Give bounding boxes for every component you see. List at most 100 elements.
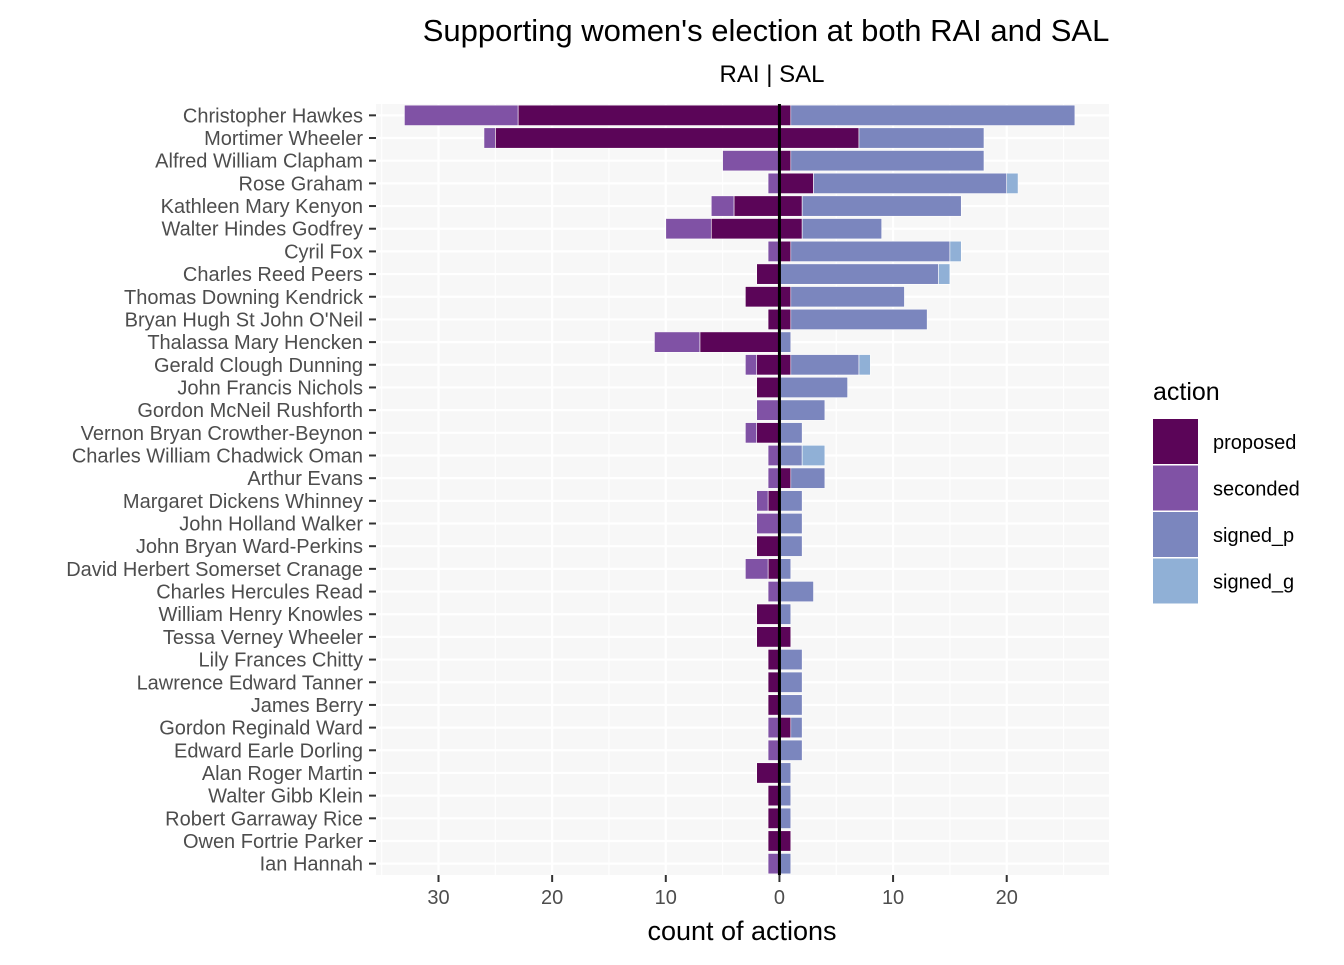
- x-tick-label: 10: [655, 887, 677, 909]
- bar-rai-seconded: [767, 172, 780, 194]
- bar-sal-signed_p: [801, 218, 883, 240]
- y-tick-label: Charles Reed Peers: [183, 264, 363, 286]
- y-tick-label: Gordon McNeil Rushforth: [137, 400, 363, 422]
- bar-rai-proposed: [517, 104, 780, 126]
- legend: action proposed seconded signed_p signed_g: [1153, 378, 1300, 604]
- bar-rai-proposed: [756, 263, 780, 285]
- chart-title: Supporting women's election at both RAI …: [423, 13, 1110, 48]
- bar-sal-proposed: [779, 172, 814, 194]
- y-tick-label: Christopher Hawkes: [183, 105, 363, 127]
- bar-sal-signed_p: [779, 376, 848, 398]
- legend-swatch-seconded: [1153, 465, 1198, 511]
- bar-rai-seconded: [745, 558, 769, 580]
- y-tick-label: Gerald Clough Dunning: [154, 355, 363, 377]
- bar-sal-proposed: [779, 354, 792, 376]
- y-tick-label: Alfred William Clapham: [155, 151, 363, 173]
- y-tick-label: Robert Garraway Rice: [165, 808, 363, 830]
- chart-subtitle: RAI | SAL: [720, 61, 825, 88]
- y-tick-label: Lily Frances Chitty: [199, 650, 364, 672]
- bar-rai-seconded: [745, 354, 758, 376]
- bar-sal-signed_p: [790, 354, 860, 376]
- bar-sal-signed_p: [779, 513, 803, 535]
- y-tick-label: Rose Graham: [239, 173, 364, 195]
- bar-rai-proposed: [756, 762, 780, 784]
- y-tick-label: Gordon Reginald Ward: [159, 718, 363, 740]
- bar-rai-seconded: [654, 331, 701, 353]
- y-tick-label: Vernon Bryan Crowther-Beynon: [81, 423, 363, 445]
- y-tick-label: Thalassa Mary Hencken: [147, 332, 363, 354]
- bar-sal-signed_p: [858, 127, 985, 149]
- bar-rai-seconded: [767, 853, 780, 875]
- bar-rai-seconded: [404, 104, 519, 126]
- bar-sal-proposed: [779, 830, 792, 852]
- bar-sal-signed_p: [813, 172, 1008, 194]
- y-tick-label: Charles Hercules Read: [156, 582, 363, 604]
- legend-label-proposed: proposed: [1213, 432, 1296, 454]
- bar-sal-signed_g: [1006, 172, 1019, 194]
- x-tick-label: 20: [996, 887, 1018, 909]
- bar-rai-proposed: [756, 354, 780, 376]
- bar-rai-seconded: [756, 513, 780, 535]
- y-tick-label: John Francis Nichols: [177, 377, 363, 399]
- y-tick-label: John Bryan Ward-Perkins: [136, 536, 363, 558]
- legend-label-signed_g: signed_g: [1213, 572, 1294, 594]
- bar-rai-proposed: [767, 830, 780, 852]
- bar-sal-signed_g: [858, 354, 871, 376]
- bar-sal-signed_p: [779, 694, 803, 716]
- y-tick-label: Charles William Chadwick Oman: [72, 445, 363, 467]
- bar-sal-signed_p: [779, 762, 792, 784]
- bar-rai-seconded: [710, 195, 735, 217]
- bar-rai-seconded: [767, 240, 780, 262]
- y-tick-label: Alan Roger Martin: [202, 763, 363, 785]
- bar-sal-signed_p: [779, 535, 803, 557]
- bar-rai-seconded: [767, 717, 780, 739]
- bar-rai-proposed: [710, 218, 780, 240]
- x-tick-label: 20: [541, 887, 563, 909]
- y-tick-label: Edward Earle Dorling: [174, 740, 363, 762]
- bar-sal-proposed: [779, 150, 792, 172]
- bar-rai-seconded: [767, 739, 780, 761]
- bar-sal-signed_p: [790, 240, 951, 262]
- bar-sal-signed_p: [790, 286, 905, 308]
- y-tick-label: Cyril Fox: [284, 241, 363, 263]
- bar-rai-proposed: [495, 127, 780, 149]
- legend-label-signed_p: signed_p: [1213, 525, 1294, 547]
- bar-sal-signed_p: [779, 399, 826, 421]
- legend-swatch-signed_p: [1153, 512, 1198, 557]
- bar-sal-proposed: [779, 308, 792, 330]
- bar-rai-seconded: [756, 490, 769, 512]
- bar-rai-proposed: [745, 286, 780, 308]
- bar-rai-proposed: [767, 308, 780, 330]
- bar-rai-proposed: [756, 603, 780, 625]
- bar-sal-signed_p: [779, 558, 792, 580]
- bar-sal-signed_p: [779, 649, 803, 671]
- legend-title: action: [1153, 378, 1220, 406]
- y-tick-label: Mortimer Wheeler: [204, 128, 363, 150]
- legend-label-seconded: seconded: [1213, 479, 1300, 501]
- bar-sal-signed_g: [949, 240, 962, 262]
- bar-sal-signed_p: [779, 853, 792, 875]
- bar-sal-signed_p: [790, 150, 985, 172]
- x-axis-label: count of actions: [647, 916, 836, 946]
- bar-sal-proposed: [779, 467, 792, 489]
- y-tick-label: Walter Hindes Godfrey: [161, 219, 363, 241]
- y-tick-label: Owen Fortrie Parker: [183, 831, 363, 853]
- bar-sal-signed_p: [779, 785, 792, 807]
- bar-sal-signed_p: [790, 717, 803, 739]
- bar-sal-signed_p: [779, 671, 803, 693]
- bar-sal-proposed: [779, 104, 792, 126]
- bar-sal-proposed: [779, 717, 792, 739]
- x-tick-label: 30: [427, 887, 449, 909]
- bar-rai-proposed: [756, 535, 780, 557]
- y-tick-label: John Holland Walker: [179, 514, 363, 536]
- bar-rai-proposed: [767, 807, 780, 829]
- bar-sal-proposed: [779, 195, 803, 217]
- bar-sal-signed_p: [790, 467, 826, 489]
- bar-rai-proposed: [767, 649, 780, 671]
- x-tick-label: 0: [774, 887, 785, 909]
- bar-rai-proposed: [733, 195, 780, 217]
- bar-rai-seconded: [767, 581, 780, 603]
